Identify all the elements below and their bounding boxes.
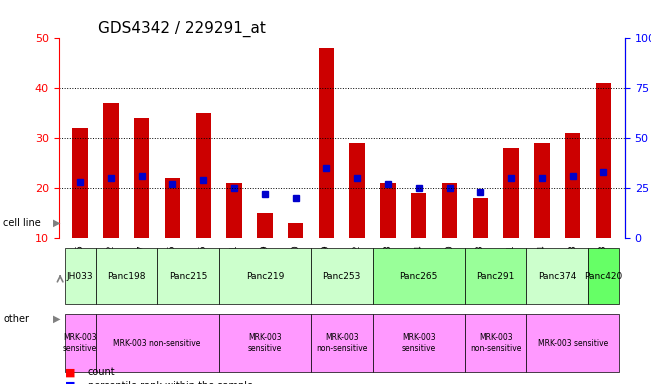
Text: Panc265: Panc265	[400, 271, 438, 281]
Text: count: count	[88, 367, 115, 377]
Bar	[411, 193, 426, 238]
FancyBboxPatch shape	[219, 314, 311, 372]
Bar	[104, 103, 118, 238]
Text: Panc374: Panc374	[538, 271, 576, 281]
Text: MRK-003
sensitive: MRK-003 sensitive	[402, 333, 436, 353]
Bar	[503, 148, 519, 238]
Text: ■: ■	[65, 367, 76, 377]
Bar	[165, 178, 180, 238]
Bar	[227, 183, 242, 238]
FancyBboxPatch shape	[64, 248, 96, 304]
FancyBboxPatch shape	[64, 314, 96, 372]
Bar	[195, 113, 211, 238]
Text: MRK-003
sensitive: MRK-003 sensitive	[247, 333, 282, 353]
FancyBboxPatch shape	[96, 314, 219, 372]
Text: Panc420: Panc420	[585, 271, 622, 281]
FancyBboxPatch shape	[311, 314, 372, 372]
FancyBboxPatch shape	[588, 248, 619, 304]
Text: MRK-003
sensitive: MRK-003 sensitive	[63, 333, 97, 353]
Text: percentile rank within the sample: percentile rank within the sample	[88, 381, 253, 384]
Bar	[319, 48, 334, 238]
Text: Panc215: Panc215	[169, 271, 207, 281]
FancyBboxPatch shape	[465, 248, 527, 304]
FancyBboxPatch shape	[311, 248, 372, 304]
Bar	[565, 133, 580, 238]
Text: ▶: ▶	[53, 314, 61, 324]
Text: MRK-003 non-sensitive: MRK-003 non-sensitive	[113, 339, 201, 348]
Text: Panc291: Panc291	[477, 271, 515, 281]
Bar	[350, 143, 365, 238]
Text: MRK-003
non-sensitive: MRK-003 non-sensitive	[316, 333, 367, 353]
FancyBboxPatch shape	[219, 248, 311, 304]
Bar	[473, 198, 488, 238]
Bar	[288, 223, 303, 238]
Text: ■: ■	[65, 381, 76, 384]
Bar	[257, 213, 273, 238]
Text: cell line: cell line	[3, 218, 41, 228]
FancyBboxPatch shape	[372, 314, 465, 372]
FancyBboxPatch shape	[465, 314, 527, 372]
Text: other: other	[3, 314, 29, 324]
Text: MRK-003
non-sensitive: MRK-003 non-sensitive	[470, 333, 521, 353]
Text: GDS4342 / 229291_at: GDS4342 / 229291_at	[98, 21, 266, 37]
Bar	[596, 83, 611, 238]
Text: JH033: JH033	[67, 271, 94, 281]
FancyBboxPatch shape	[96, 248, 157, 304]
Text: Panc219: Panc219	[245, 271, 284, 281]
FancyBboxPatch shape	[372, 248, 465, 304]
FancyBboxPatch shape	[527, 248, 588, 304]
FancyBboxPatch shape	[527, 314, 619, 372]
Bar	[442, 183, 457, 238]
Text: ▶: ▶	[53, 218, 61, 228]
Text: Panc198: Panc198	[107, 271, 146, 281]
Bar	[134, 118, 149, 238]
Bar	[534, 143, 549, 238]
Bar	[72, 128, 88, 238]
Bar	[380, 183, 396, 238]
Text: Panc253: Panc253	[323, 271, 361, 281]
FancyBboxPatch shape	[157, 248, 219, 304]
Text: MRK-003 sensitive: MRK-003 sensitive	[538, 339, 608, 348]
